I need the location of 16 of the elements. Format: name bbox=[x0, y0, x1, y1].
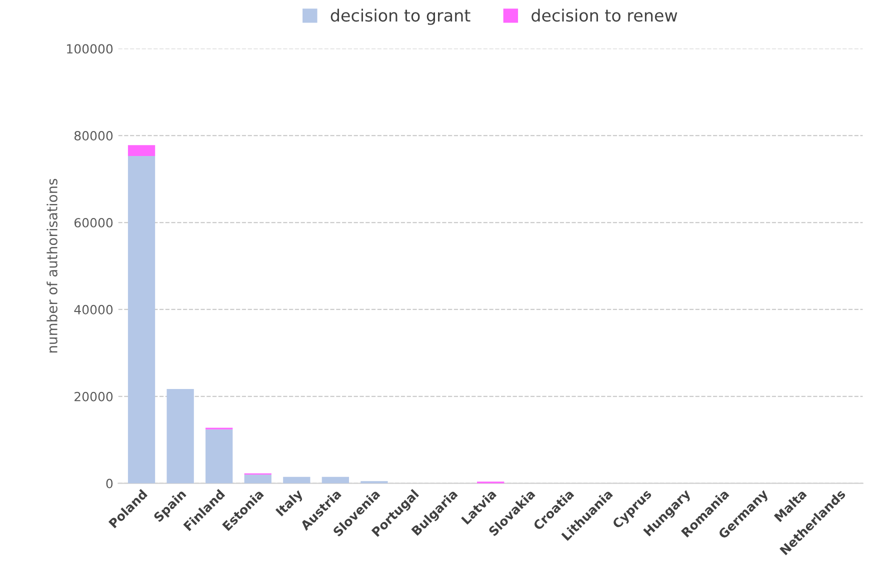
bar bbox=[283, 476, 310, 484]
y-tick-label: 60000 bbox=[74, 218, 113, 228]
bar bbox=[322, 476, 350, 484]
y-axis-title: number of authorisations bbox=[46, 178, 58, 353]
y-tick-label: 20000 bbox=[74, 392, 113, 402]
bar bbox=[206, 429, 233, 484]
bar bbox=[166, 389, 194, 484]
y-tick-label: 100000 bbox=[67, 44, 113, 54]
bar bbox=[128, 156, 156, 484]
legend-label: decision to renew bbox=[532, 8, 678, 22]
y-tick-label: 0 bbox=[106, 478, 113, 488]
bar bbox=[244, 474, 272, 484]
legend-label: decision to grant bbox=[330, 8, 470, 25]
bar bbox=[128, 145, 156, 156]
y-tick-label: 40000 bbox=[74, 304, 113, 314]
y-tick-label: 80000 bbox=[74, 131, 113, 140]
